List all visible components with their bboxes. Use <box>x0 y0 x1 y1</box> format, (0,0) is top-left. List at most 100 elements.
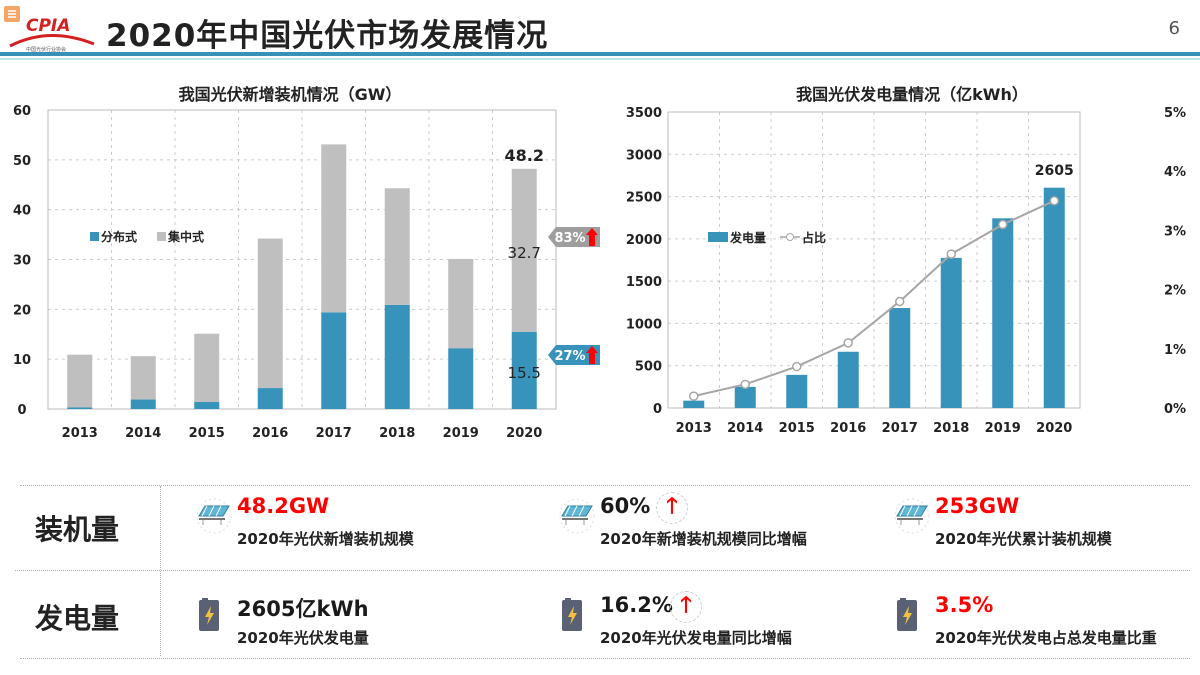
growth-callout <box>548 227 600 247</box>
kpi-caption: 2020年新增装机规模同比增幅 <box>600 530 807 548</box>
growth-label: 83% <box>554 231 585 246</box>
bar-generation-2016 <box>837 351 859 408</box>
kpi-value: 16.2% <box>600 593 673 617</box>
page-number: 6 <box>1168 18 1180 39</box>
legend-swatch-distributed <box>90 232 99 241</box>
svg-text:CPIA: CPIA <box>26 16 70 36</box>
svg-text:中国光伏行业协会: 中国光伏行业协会 <box>26 46 66 53</box>
bar-central-2017 <box>321 144 347 313</box>
share-point-2013 <box>689 391 699 401</box>
x-tick-label: 2013 <box>676 421 712 436</box>
legend-swatch-generation <box>708 232 728 242</box>
y2-tick-label: 1% <box>1164 343 1186 358</box>
kpi-caption: 2020年光伏发电量 <box>237 629 369 647</box>
row-label: 发电量 <box>35 602 120 635</box>
y-tick-label: 60 <box>13 104 31 119</box>
generation-chart: 我国光伏发电量情况（亿kWh） 0 500 1000 1500 2000 2500 3000 3… <box>626 85 1186 436</box>
y-tick-label: 30 <box>13 254 31 269</box>
x-tick-label: 2019 <box>985 421 1021 436</box>
divider <box>160 486 161 656</box>
bar-generation-2015 <box>786 374 808 408</box>
bar-generation-2018 <box>940 257 962 408</box>
bar-generation-2020 <box>1043 187 1065 408</box>
chart-title: 我国光伏新增装机情况（GW） <box>179 85 402 104</box>
bar-distributed-2018 <box>384 304 410 409</box>
plot-area <box>667 111 1081 409</box>
growth-callout <box>548 345 600 365</box>
solar-panel-icon <box>558 498 596 538</box>
legend-label-central: 集中式 <box>167 229 204 244</box>
up-arrow-icon: 🡑 <box>656 492 688 524</box>
row-label: 装机量 <box>35 513 120 546</box>
bar-distributed-2019 <box>448 348 474 409</box>
kpi-value: 60% <box>600 494 651 518</box>
y-tick-label: 3000 <box>626 148 662 163</box>
battery-lightning-icon <box>893 597 923 637</box>
kpi-value: 253GW <box>935 494 1020 518</box>
y-tick-label: 0 <box>653 402 662 417</box>
bar-generation-2017 <box>889 308 911 408</box>
kpi-caption: 2020年光伏发电量同比增幅 <box>600 629 792 647</box>
bar-generation-2019 <box>992 218 1014 408</box>
share-line <box>693 199 1055 398</box>
kpi-value: 48.2GW <box>237 494 330 518</box>
y2-tick-label: 4% <box>1164 165 1186 180</box>
kpi-value: 2605亿kWh <box>237 597 369 621</box>
chart-title: 我国光伏发电量情况（亿kWh） <box>796 85 1028 104</box>
kpi-caption: 2020年光伏累计装机规模 <box>935 530 1112 548</box>
bar-generation-2014 <box>734 386 756 408</box>
y2-tick-label: 2% <box>1164 284 1186 299</box>
up-arrow-icon: 🡑 <box>670 591 702 623</box>
bar-distributed-2015 <box>194 402 220 409</box>
bar-generation-2013 <box>683 400 705 408</box>
y-tick-label: 3500 <box>626 106 662 121</box>
bar-distributed-2016 <box>257 388 283 409</box>
y2-tick-label: 3% <box>1164 224 1186 239</box>
divider <box>20 485 1190 486</box>
x-tick-label: 2015 <box>779 421 815 436</box>
bar-central-2013 <box>67 354 93 408</box>
x-tick-label: 2017 <box>316 426 352 441</box>
plot-area <box>47 109 557 410</box>
battery-lightning-icon <box>195 597 225 637</box>
x-tick-label: 2019 <box>443 426 479 441</box>
share-point-2016 <box>843 338 853 348</box>
bar-central-2020 <box>511 168 537 332</box>
y-tick-label: 2000 <box>626 233 662 248</box>
bar-central-2014 <box>130 356 156 400</box>
share-point-2019 <box>998 219 1008 230</box>
y-tick-label: 0 <box>17 403 26 418</box>
share-point-2020 <box>1049 196 1059 206</box>
y-tick-label: 20 <box>13 303 31 318</box>
bar-central-2019 <box>448 259 474 349</box>
x-tick-label: 2017 <box>882 421 918 436</box>
bar-distributed-2017 <box>321 312 347 409</box>
share-point-2017 <box>895 296 905 307</box>
y-tick-label: 1000 <box>626 317 662 332</box>
legend-swatch-central <box>157 232 166 241</box>
share-point-2015 <box>792 361 802 372</box>
battery-lightning-icon <box>558 597 588 637</box>
y-tick-label: 10 <box>13 353 31 368</box>
x-tick-label: 2014 <box>125 426 161 441</box>
bar-central-2018 <box>384 188 410 305</box>
kpi-value: 3.5% <box>935 593 994 617</box>
y-tick-label: 40 <box>13 204 31 219</box>
bar-central-2016 <box>257 238 283 389</box>
bar-distributed-2014 <box>130 399 156 409</box>
y-tick-label: 2500 <box>626 191 662 206</box>
y-tick-label: 500 <box>635 360 662 375</box>
x-tick-label: 2016 <box>252 426 288 441</box>
solar-panel-icon <box>893 498 931 538</box>
divider <box>15 570 1190 571</box>
y2-tick-label: 0% <box>1164 402 1186 417</box>
bar-central-2015 <box>194 333 220 403</box>
x-tick-label: 2015 <box>189 426 225 441</box>
y-tick-label: 1500 <box>626 275 662 290</box>
legend-label-share: 占比 <box>802 230 826 245</box>
data-label-total: 48.2 <box>505 146 544 165</box>
share-point-2014 <box>740 379 750 390</box>
legend-label-distributed: 分布式 <box>101 229 137 244</box>
cpia-logo: CPIA 中国光伏行业协会 <box>4 4 104 54</box>
x-tick-label: 2020 <box>506 426 542 441</box>
